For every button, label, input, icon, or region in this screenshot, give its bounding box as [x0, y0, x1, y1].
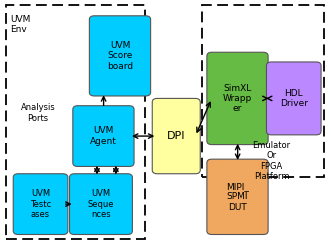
Bar	[202, 5, 324, 177]
Text: UVM
Score
board: UVM Score board	[107, 41, 133, 71]
Text: UVM
Agent: UVM Agent	[90, 126, 117, 146]
FancyBboxPatch shape	[89, 16, 151, 96]
Text: UVM
Testc
ases: UVM Testc ases	[30, 189, 51, 219]
Text: MIPI_
SPMI
DUT: MIPI_ SPMI DUT	[226, 182, 249, 212]
Text: HDL
Driver: HDL Driver	[280, 89, 308, 108]
Bar	[6, 5, 145, 239]
Text: UVM
Seque
nces: UVM Seque nces	[88, 189, 114, 219]
FancyBboxPatch shape	[207, 159, 268, 234]
Text: UVM
Env: UVM Env	[10, 15, 30, 34]
FancyBboxPatch shape	[13, 174, 68, 234]
FancyBboxPatch shape	[266, 62, 321, 135]
FancyBboxPatch shape	[70, 174, 132, 234]
FancyBboxPatch shape	[73, 106, 134, 166]
Text: SimXL
Wrapp
er: SimXL Wrapp er	[223, 84, 252, 113]
Text: DPI: DPI	[167, 131, 185, 141]
Text: Emulator
Or
FPGA
Platform: Emulator Or FPGA Platform	[252, 141, 291, 181]
FancyBboxPatch shape	[152, 98, 200, 174]
FancyBboxPatch shape	[207, 52, 268, 145]
Text: Analysis
Ports: Analysis Ports	[21, 103, 55, 123]
